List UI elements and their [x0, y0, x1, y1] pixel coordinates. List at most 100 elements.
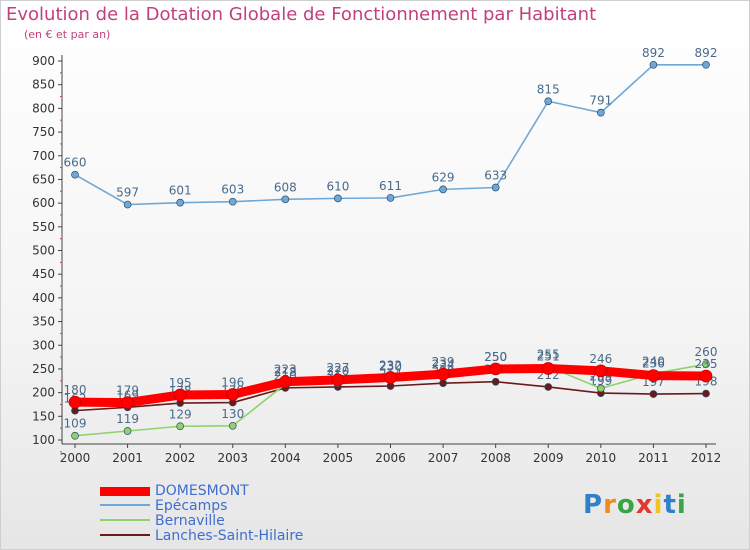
data-point-domesmont — [699, 369, 713, 383]
x-tick-label: 2012 — [691, 451, 722, 465]
data-point-lanches-saint-hilaire — [544, 383, 553, 391]
logo-letter: i — [653, 490, 664, 520]
data-label-ep-camps: 603 — [221, 183, 244, 197]
data-label-bernaville: 109 — [64, 417, 87, 431]
data-point-ep-camps — [649, 60, 658, 69]
y-tick-label: 450 — [32, 267, 55, 281]
data-point-ep-camps — [228, 197, 237, 206]
data-label-domesmont: 180 — [64, 383, 87, 397]
data-point-bernaville — [71, 431, 79, 440]
data-label-bernaville: 119 — [116, 412, 139, 426]
data-label-ep-camps: 597 — [116, 186, 139, 200]
x-tick-label: 2000 — [60, 451, 91, 465]
data-label-bernaville: 230 — [379, 359, 402, 373]
data-point-ep-camps — [702, 60, 710, 69]
y-tick-label: 500 — [32, 244, 55, 258]
data-label-ep-camps: 601 — [169, 184, 192, 198]
data-point-domesmont — [384, 371, 397, 384]
legend-swatch-bernaville — [100, 519, 150, 521]
data-point-ep-camps — [123, 200, 132, 209]
data-point-bernaville — [228, 421, 237, 430]
x-tick-label: 2006 — [375, 451, 406, 465]
data-point-ep-camps — [71, 170, 79, 179]
y-tick-label: 700 — [32, 149, 55, 163]
data-point-domesmont — [226, 388, 240, 401]
data-label-domesmont: 232 — [379, 358, 402, 372]
data-point-domesmont — [647, 369, 660, 382]
x-tick-label: 2003 — [217, 451, 248, 465]
data-point-domesmont — [541, 362, 555, 375]
data-label-bernaville: 250 — [484, 350, 507, 364]
data-label-domesmont: 239 — [432, 355, 455, 369]
data-label-ep-camps: 629 — [432, 170, 455, 184]
y-tick-label: 850 — [32, 78, 55, 92]
data-label-bernaville: 129 — [169, 407, 192, 421]
data-label-bernaville: 234 — [432, 358, 455, 372]
data-point-ep-camps — [596, 108, 605, 117]
legend-swatch-domesmont — [100, 487, 150, 496]
data-label-ep-camps: 633 — [484, 168, 507, 182]
data-label-domesmont: 251 — [537, 349, 560, 363]
y-tick-label: 350 — [32, 315, 55, 329]
data-label-ep-camps: 791 — [589, 94, 612, 108]
data-label-domesmont: 227 — [326, 361, 349, 375]
data-label-ep-camps: 815 — [537, 82, 560, 96]
logo-letter: r — [603, 490, 617, 520]
data-point-lanches-saint-hilaire — [439, 379, 447, 387]
data-point-domesmont — [594, 364, 608, 378]
data-label-ep-camps: 892 — [642, 46, 665, 60]
data-label-domesmont: 196 — [221, 376, 244, 390]
y-tick-label: 300 — [32, 338, 55, 352]
data-point-domesmont — [121, 396, 134, 409]
data-label-domesmont: 246 — [589, 352, 612, 366]
legend-label-domesmont: DOMESMONT — [155, 483, 249, 499]
x-tick-label: 2009 — [533, 451, 564, 465]
data-point-bernaville — [123, 427, 132, 435]
data-point-lanches-saint-hilaire — [491, 377, 500, 386]
data-point-bernaville — [596, 384, 605, 393]
legend-label-lanches: Lanches-Saint-Hilaire — [155, 528, 304, 544]
y-tick-label: 200 — [32, 386, 55, 400]
data-label-domesmont: 179 — [116, 384, 139, 398]
data-point-domesmont — [489, 362, 503, 376]
data-label-bernaville: 220 — [326, 364, 349, 378]
x-tick-label: 2008 — [480, 451, 511, 465]
data-label-bernaville: 218 — [274, 365, 297, 379]
data-point-ep-camps — [439, 185, 447, 194]
data-label-domesmont: 195 — [169, 376, 192, 390]
proxiti-logo: Proxiti — [583, 490, 687, 520]
data-point-domesmont — [68, 395, 82, 409]
legend-swatch-epecamps — [100, 504, 150, 506]
data-label-ep-camps: 610 — [326, 179, 349, 193]
x-tick-label: 2001 — [112, 451, 143, 465]
data-point-lanches-saint-hilaire — [702, 389, 710, 398]
logo-letter: x — [635, 490, 654, 520]
data-point-bernaville — [176, 422, 185, 431]
data-label-ep-camps: 611 — [379, 179, 402, 193]
logo-letter: i — [676, 490, 687, 520]
data-label-ep-camps: 892 — [695, 46, 718, 60]
chart-title: Evolution de la Dotation Globale de Fonc… — [6, 4, 597, 25]
data-point-domesmont — [331, 373, 345, 387]
y-tick-label: 650 — [32, 172, 55, 186]
data-label-bernaville: 130 — [221, 407, 244, 421]
data-point-lanches-saint-hilaire — [649, 390, 658, 398]
data-point-ep-camps — [491, 183, 500, 192]
data-point-ep-camps — [176, 198, 185, 207]
y-tick-label: 100 — [32, 433, 55, 447]
x-tick-label: 2011 — [638, 451, 669, 465]
legend-label-bernaville: Bernaville — [155, 513, 225, 529]
x-tick-label: 2002 — [165, 451, 196, 465]
logo-letter: t — [663, 490, 677, 520]
y-tick-label: 600 — [32, 196, 55, 210]
x-tick-label: 2004 — [270, 451, 301, 465]
data-label-domesmont: 235 — [695, 357, 718, 371]
data-point-domesmont — [173, 388, 187, 402]
x-tick-label: 2010 — [586, 451, 617, 465]
data-label-domesmont: 236 — [642, 357, 665, 371]
data-point-bernaville — [702, 360, 710, 369]
y-tick-label: 150 — [32, 409, 55, 423]
chart-subtitle: (en € et par an) — [24, 28, 111, 41]
data-label-ep-camps: 660 — [64, 156, 87, 170]
